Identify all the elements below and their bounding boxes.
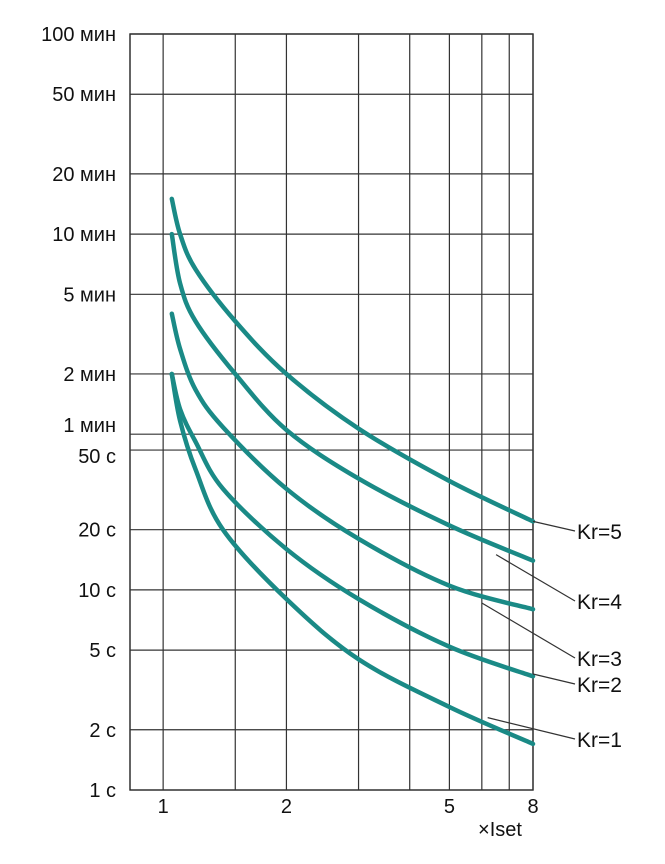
y-axis-ticks: 1 с 2 с 5 с 10 с 20 с 50 с 1 мин 2 мин 5 мин 10 м… xyxy=(41,24,116,802)
y-tick-label: 20 с xyxy=(78,520,116,542)
y-tick-label: 20 мин xyxy=(52,164,116,186)
leader-line xyxy=(532,520,576,532)
y-tick-label: 2 с xyxy=(89,720,116,742)
leader-line xyxy=(532,673,576,685)
x-tick-label: 8 xyxy=(527,796,538,818)
x-axis-label: ×Iset xyxy=(478,819,522,841)
curve-kr5 xyxy=(169,196,536,524)
leader-line xyxy=(495,554,576,602)
y-tick-label: 50 с xyxy=(78,446,116,468)
curve-kr1 xyxy=(169,371,536,747)
curves xyxy=(169,196,536,747)
y-tick-label: 1 мин xyxy=(63,415,116,437)
leader-line xyxy=(481,602,576,659)
series-labels: Kr=5 Kr=4 Kr=3 Kr=2 Kr=1 xyxy=(577,521,622,752)
x-axis-ticks: 1 2 5 8 xyxy=(158,796,539,818)
series-label: Kr=5 xyxy=(577,521,622,544)
series-label: Kr=2 xyxy=(577,674,622,697)
x-tick-label: 2 xyxy=(281,796,292,818)
y-tick-label: 5 с xyxy=(89,640,116,662)
y-tick-label: 10 с xyxy=(78,580,116,602)
curve-kr3 xyxy=(169,311,536,612)
y-tick-label: 10 мин xyxy=(52,224,116,246)
x-tick-label: 5 xyxy=(444,796,455,818)
y-tick-label: 100 мин xyxy=(41,24,116,46)
series-label: Kr=4 xyxy=(577,591,622,614)
leader-lines xyxy=(481,520,576,740)
series-label: Kr=3 xyxy=(577,648,622,671)
series-label: Kr=1 xyxy=(577,729,622,752)
y-tick-label: 50 мин xyxy=(52,84,116,106)
curve-kr2 xyxy=(169,371,536,679)
curve-kr4 xyxy=(169,231,536,563)
x-tick-label: 1 xyxy=(158,796,169,818)
leader-line xyxy=(487,717,576,740)
grid xyxy=(129,33,534,791)
y-tick-label: 5 мин xyxy=(63,284,116,306)
y-tick-label: 2 мин xyxy=(63,364,116,386)
y-tick-label: 1 с xyxy=(89,780,116,802)
